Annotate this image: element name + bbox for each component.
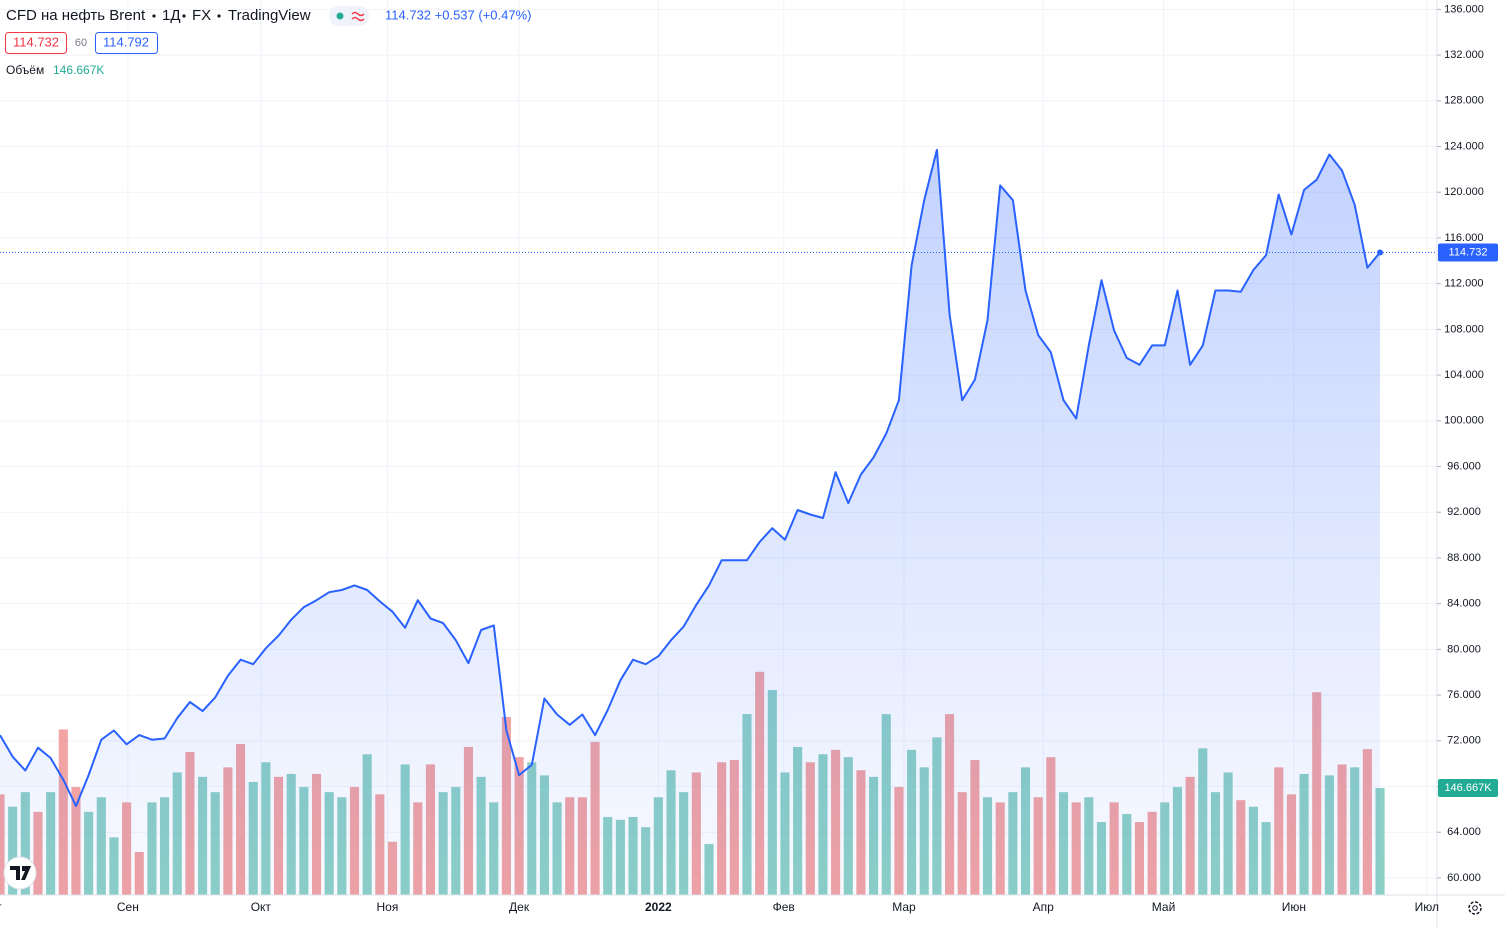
logo-mark — [10, 866, 31, 880]
y-tick-label: 136.000 — [1444, 3, 1484, 15]
x-tick-label: Авг — [0, 900, 2, 914]
volume-value: 146.667K — [53, 63, 104, 77]
area-fill — [0, 149, 1381, 895]
last-point — [1377, 249, 1384, 256]
last-price-box — [1438, 243, 1498, 262]
settings-icon — [1468, 901, 1482, 915]
y-tick-label: 64.000 — [1447, 826, 1481, 838]
y-tick-label: 120.000 — [1444, 186, 1484, 198]
x-tick-label: Окт — [251, 900, 272, 914]
y-tick-label: 108.000 — [1444, 323, 1484, 335]
separator — [152, 14, 156, 18]
separator — [217, 14, 221, 18]
ask-box[interactable] — [95, 32, 158, 54]
bid-box[interactable] — [5, 32, 67, 54]
y-tick-label: 132.000 — [1444, 49, 1484, 61]
last-volume-label: 146.667K — [1444, 782, 1492, 794]
title: CFD на нефть Brent — [6, 7, 146, 24]
x-tick-label: Фев — [773, 900, 795, 914]
logo[interactable] — [3, 856, 37, 890]
x-tick-label: Июн — [1282, 900, 1306, 914]
x-tick-label: Мар — [892, 900, 916, 914]
y-tick-label: 72.000 — [1447, 735, 1481, 747]
exchange: FX — [192, 7, 211, 24]
price — [0, 148, 1437, 895]
volume-title: Объём — [6, 63, 44, 77]
quote: 114.732 +0.537 (+0.47%) — [385, 7, 532, 22]
status-icon — [351, 11, 365, 22]
status-dot — [336, 12, 344, 20]
settings-icon — [1472, 905, 1478, 911]
source: TradingView — [228, 7, 311, 24]
volume-bar — [1375, 788, 1385, 895]
ask: 114.792 — [103, 34, 149, 49]
y-tick-label: 112.000 — [1445, 278, 1484, 290]
separator — [182, 14, 186, 18]
y-tick-label: 100.000 — [1444, 415, 1484, 427]
x-tick-label: Апр — [1033, 900, 1055, 914]
y-tick-label: 116.000 — [1445, 232, 1484, 244]
settings[interactable] — [1468, 901, 1482, 915]
y-tick-label: 80.000 — [1447, 643, 1481, 655]
spread: 60 — [75, 37, 87, 49]
y-tick-label: 88.000 — [1447, 552, 1481, 564]
y-tick-label: 124.000 — [1444, 140, 1484, 152]
y-tick-label: 128.000 — [1444, 95, 1484, 107]
bid: 114.732 — [13, 34, 59, 49]
y-tick-label: 96.000 — [1447, 460, 1481, 472]
x-tick-label: Ноя — [376, 900, 398, 914]
y-tick-label: 104.000 — [1444, 369, 1484, 381]
price-line — [0, 148, 1381, 807]
header: CFD на нефть Brent 1Д FX TradingView 114… — [5, 6, 532, 77]
status-badge[interactable] — [329, 6, 369, 26]
y-tick-label: 60.000 — [1447, 872, 1481, 884]
interval: 1Д — [162, 7, 181, 24]
x-tick-label: Май — [1152, 900, 1176, 914]
y-tick-label: 92.000 — [1447, 506, 1481, 518]
y-tick-label: 84.000 — [1447, 598, 1481, 610]
x-tick-label: 2022 — [645, 900, 672, 914]
last-volume-box — [1438, 779, 1498, 798]
x-tick-label: Дек — [509, 900, 530, 914]
last-price-label: 114.732 — [1449, 246, 1488, 258]
y-tick-label: 76.000 — [1447, 689, 1481, 701]
x-tick-label: Сен — [117, 900, 139, 914]
x-tick-label: Июл — [1415, 900, 1439, 914]
